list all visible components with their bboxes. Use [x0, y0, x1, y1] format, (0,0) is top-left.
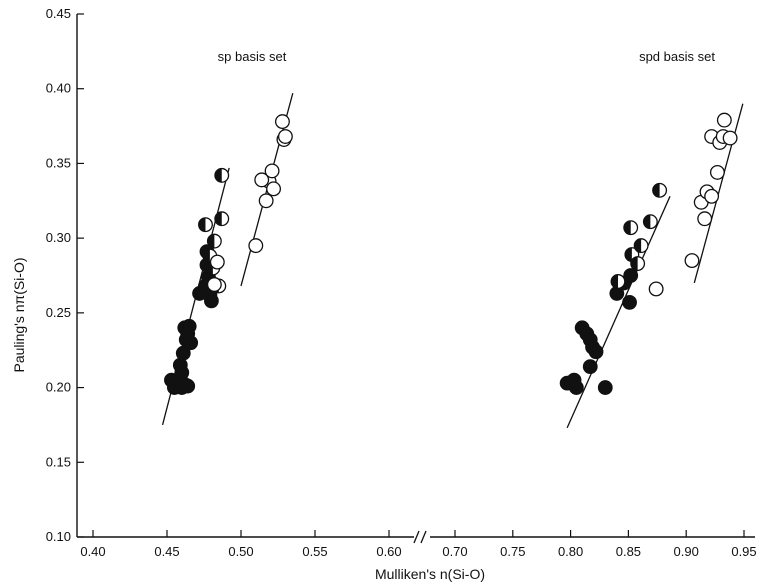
fit-lines	[161, 93, 744, 429]
data-point-open	[209, 254, 225, 270]
data-point-open	[722, 130, 738, 146]
data-point-open	[648, 281, 664, 297]
data-point-open	[266, 181, 282, 197]
data-point-open	[684, 253, 700, 269]
panel-label-spd: spd basis set	[639, 49, 715, 64]
data-point-half	[206, 233, 222, 249]
data-point-open	[274, 114, 290, 130]
text-labels: sp basis set spd basis set Mulliken's n(…	[11, 6, 757, 582]
fit-line	[566, 196, 671, 429]
data-point-open	[258, 193, 274, 209]
data-point-open	[697, 211, 713, 227]
data-point-open	[704, 188, 720, 204]
y-tick-label: 0.35	[46, 155, 71, 170]
y-tick-label: 0.20	[46, 380, 71, 395]
data-point-filled	[588, 344, 604, 360]
data-point-open	[248, 238, 264, 254]
data-point-half	[630, 256, 646, 271]
x-tick-label: 0.40	[80, 544, 105, 559]
y-tick-label: 0.45	[46, 6, 71, 21]
x-tick-label: 0.70	[442, 544, 467, 559]
data-point-open	[709, 164, 725, 180]
axis-break-mark	[413, 530, 427, 544]
data-point-half	[633, 238, 649, 254]
x-axis-title: Mulliken's n(Si-O)	[375, 566, 485, 582]
y-tick-label: 0.40	[46, 81, 71, 96]
data-point-half	[198, 217, 213, 233]
data-point-open	[716, 112, 732, 128]
data-point-half	[214, 167, 230, 183]
y-tick-label: 0.15	[46, 454, 71, 469]
data-point-half	[214, 211, 230, 227]
data-point-half	[642, 214, 658, 230]
data-point-filled	[568, 380, 584, 395]
data-point-filled	[174, 365, 190, 381]
data-points	[164, 112, 738, 395]
data-point-filled	[582, 359, 598, 375]
x-tick-label: 0.55	[302, 544, 327, 559]
data-point-filled	[623, 268, 639, 283]
data-point-filled	[597, 380, 613, 395]
data-point-half	[610, 274, 626, 289]
data-point-filled	[183, 335, 199, 351]
y-axis-title: Pauling's nπ(Si-O)	[11, 257, 27, 372]
data-point-open	[206, 277, 222, 292]
data-point-filled	[180, 378, 196, 394]
data-point-filled	[203, 293, 219, 309]
data-point-filled	[622, 294, 637, 310]
panel-label-sp: sp basis set	[218, 49, 287, 64]
x-tick-label: 0.75	[500, 544, 525, 559]
axes	[76, 13, 755, 544]
x-tick-label: 0.85	[616, 544, 641, 559]
x-tick-label: 0.80	[558, 544, 583, 559]
y-tick-label: 0.25	[46, 305, 71, 320]
data-point-half	[623, 220, 639, 236]
y-tick-label: 0.10	[46, 529, 71, 544]
x-tick-label: 0.50	[228, 544, 253, 559]
data-point-half	[652, 182, 668, 198]
x-tick-label: 0.45	[154, 544, 179, 559]
x-tick-label: 0.95	[731, 544, 756, 559]
data-point-open	[277, 129, 293, 144]
data-point-open	[254, 172, 270, 188]
y-tick-label: 0.30	[46, 230, 71, 245]
x-tick-label: 0.60	[376, 544, 401, 559]
data-point-open	[264, 163, 280, 179]
x-tick-label: 0.90	[674, 544, 699, 559]
